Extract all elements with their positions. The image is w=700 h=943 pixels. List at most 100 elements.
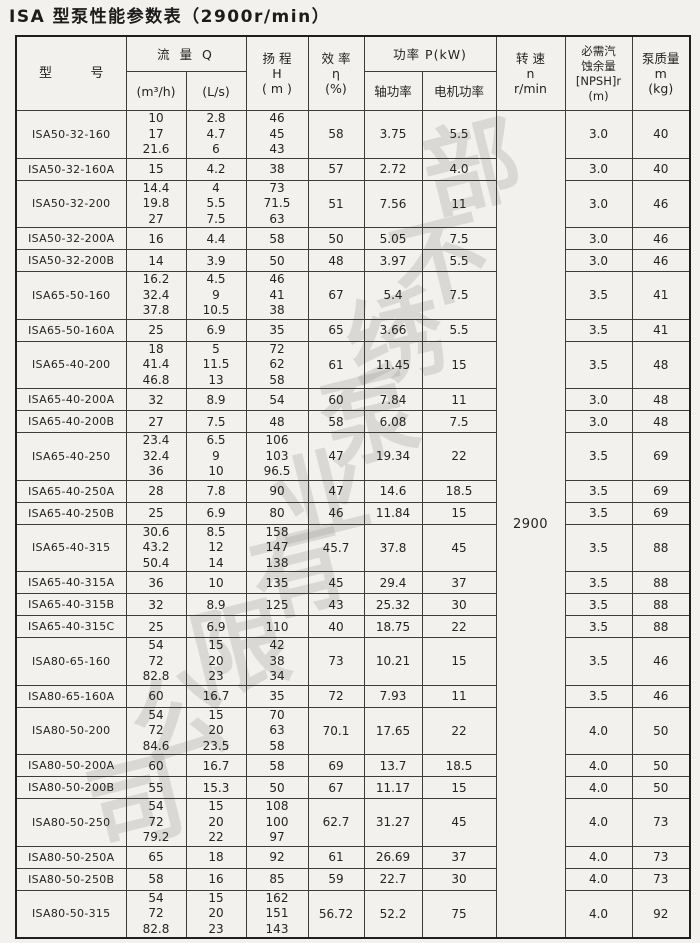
efficiency-cell: 69: [307, 754, 365, 777]
flow-ls-cell-line: 4.7: [206, 126, 226, 141]
flow-m3h-cell: 10 17 21.6: [125, 110, 187, 159]
mass-cell: 41: [631, 318, 691, 342]
shaft-power-cell: 10.21: [363, 637, 423, 686]
flow-m3h-cell-line: 84.6: [142, 738, 170, 753]
flow-m3h-cell-line: 72: [148, 906, 164, 920]
npsh-cell: 3.5: [564, 479, 633, 503]
table-row: ISA50-32-200 14.4 19.8 27 4 5.5 7.5 73 71.5 63 51 7…: [15, 179, 691, 228]
header-npsh-line: [NPSH]r: [575, 73, 622, 88]
efficiency-cell: 50: [307, 227, 365, 250]
head-cell-line: 162: [265, 890, 289, 905]
table-row: ISA65-40-200B 27 7.5 48 58 6.08 7.5 3.0 48: [15, 410, 691, 433]
flow-ls-cell-line: 20: [208, 906, 224, 920]
flow-ls-cell: 16.7: [185, 754, 247, 777]
efficiency-cell: 67: [307, 271, 365, 320]
flow-ls-cell: 4.5 9 10.5: [185, 271, 247, 320]
shaft-power-cell: 3.66: [363, 318, 423, 342]
flow-m3h-cell-line: 54: [148, 707, 164, 722]
table-row: ISA80-65-160A 60 16.7 35 72 7.93 11 3.5 46: [15, 684, 691, 708]
motor-power-cell: 5.5: [421, 110, 497, 159]
flow-m3h-cell-line: 72: [148, 723, 164, 737]
model-cell: ISA65-40-315A: [15, 571, 127, 594]
npsh-cell: 3.0: [564, 179, 633, 228]
efficiency-cell: 46: [307, 501, 365, 525]
head-cell: 48: [245, 410, 309, 433]
header-row-sub: (m³/h) (L/s) 轴功率 电机功率: [16, 71, 690, 111]
flow-m3h-cell-line: 27: [148, 211, 164, 226]
npsh-cell: 3.0: [564, 157, 633, 181]
flow-m3h-cell-line: 72: [148, 814, 164, 829]
header-speed-line: n: [526, 66, 535, 81]
npsh-cell: 4.0: [564, 754, 633, 777]
table-row: ISA65-40-200 18 41.4 46.8 5 11.5 13 72 62 58 61 11.…: [15, 340, 691, 389]
shaft-power-cell: 3.75: [363, 110, 423, 159]
efficiency-cell: 40: [307, 615, 365, 638]
flow-ls-cell-line: 20: [208, 814, 224, 829]
shaft-power-cell: 31.27: [363, 798, 423, 847]
efficiency-cell: 45.7: [307, 523, 365, 572]
head-cell-line: 58: [269, 738, 285, 753]
model-cell: ISA80-50-250B: [15, 867, 127, 891]
header-motor-power: 电机功率: [421, 71, 497, 111]
flow-m3h-cell-line: 82.8: [142, 669, 170, 683]
header-flow-ls: (L/s): [185, 71, 247, 111]
flow-ls-cell-line: 8.5: [206, 524, 226, 539]
flow-ls-cell: 7.8: [185, 479, 247, 503]
shaft-power-cell: 26.69: [363, 845, 423, 869]
shaft-power-cell: 13.7: [363, 754, 423, 777]
model-cell: ISA50-32-200: [15, 179, 127, 228]
flow-ls-cell-line: 13: [208, 372, 224, 387]
mass-cell: 50: [631, 754, 691, 777]
header-mass-line: (kg): [648, 81, 674, 96]
mass-cell: 40: [631, 157, 691, 181]
npsh-cell: 3.5: [564, 593, 633, 616]
header-flow-m3h: (m³/h): [125, 71, 187, 111]
npsh-cell: 4.0: [564, 845, 633, 869]
flow-m3h-cell-line: 32.4: [142, 287, 170, 302]
header-npsh-line: 蚀余量: [581, 58, 616, 73]
flow-m3h-cell-line: 50.4: [142, 555, 170, 570]
flow-m3h-cell: 60: [125, 754, 187, 777]
shaft-power-cell: 52.2: [363, 889, 423, 939]
model-cell: ISA65-40-315C: [15, 615, 127, 638]
model-cell: ISA65-50-160: [15, 271, 127, 320]
npsh-cell: 3.5: [564, 637, 633, 686]
flow-ls-cell-line: 20: [208, 723, 224, 737]
table-row: ISA50-32-200A 16 4.4 58 50 5.05 7.5 3.0 46: [15, 227, 691, 250]
model-cell: ISA65-40-315: [15, 523, 127, 572]
model-cell: ISA50-32-200A: [15, 227, 127, 250]
mass-cell: 88: [631, 593, 691, 616]
flow-ls-cell-line: 5.5: [206, 196, 226, 210]
flow-m3h-cell-line: 18: [148, 341, 164, 356]
flow-ls-cell: 15.3: [185, 776, 247, 799]
motor-power-cell: 22: [421, 706, 497, 755]
table-row: ISA80-50-250B 58 16 85 59 22.7 30 4.0 73: [15, 867, 691, 891]
header-speed-line: 转 速: [516, 51, 545, 66]
head-cell: 54: [245, 388, 309, 411]
flow-ls-cell: 5 11.5 13: [185, 340, 247, 389]
table-row: ISA80-50-250 54 72 79.2 15 20 22 108 100 97 62.7 31…: [15, 798, 691, 847]
flow-m3h-cell: 15: [125, 157, 187, 181]
flow-ls-cell: 18: [185, 845, 247, 869]
motor-power-cell: 22: [421, 615, 497, 638]
model-cell: ISA65-40-250: [15, 432, 127, 481]
npsh-cell: 3.5: [564, 340, 633, 389]
npsh-cell: 4.0: [564, 776, 633, 799]
efficiency-cell: 62.7: [307, 798, 365, 847]
motor-power-cell: 7.5: [421, 410, 497, 433]
flow-m3h-cell: 14: [125, 249, 187, 272]
flow-ls-cell: 4 5.5 7.5: [185, 179, 247, 228]
motor-power-cell: 37: [421, 845, 497, 869]
flow-ls-cell-line: 6.5: [206, 433, 226, 447]
model-cell: ISA65-40-250A: [15, 479, 127, 503]
flow-m3h-cell-line: 43.2: [142, 540, 170, 554]
flow-ls-cell: 4.4: [185, 227, 247, 250]
flow-ls-cell: 15 20 22: [185, 798, 247, 847]
flow-m3h-cell: 54 72 84.6: [125, 706, 187, 755]
flow-m3h-cell: 27: [125, 410, 187, 433]
motor-power-cell: 5.5: [421, 318, 497, 342]
mass-cell: 73: [631, 845, 691, 869]
speed-cell: 2900: [495, 110, 566, 939]
motor-power-cell: 11: [421, 684, 497, 708]
